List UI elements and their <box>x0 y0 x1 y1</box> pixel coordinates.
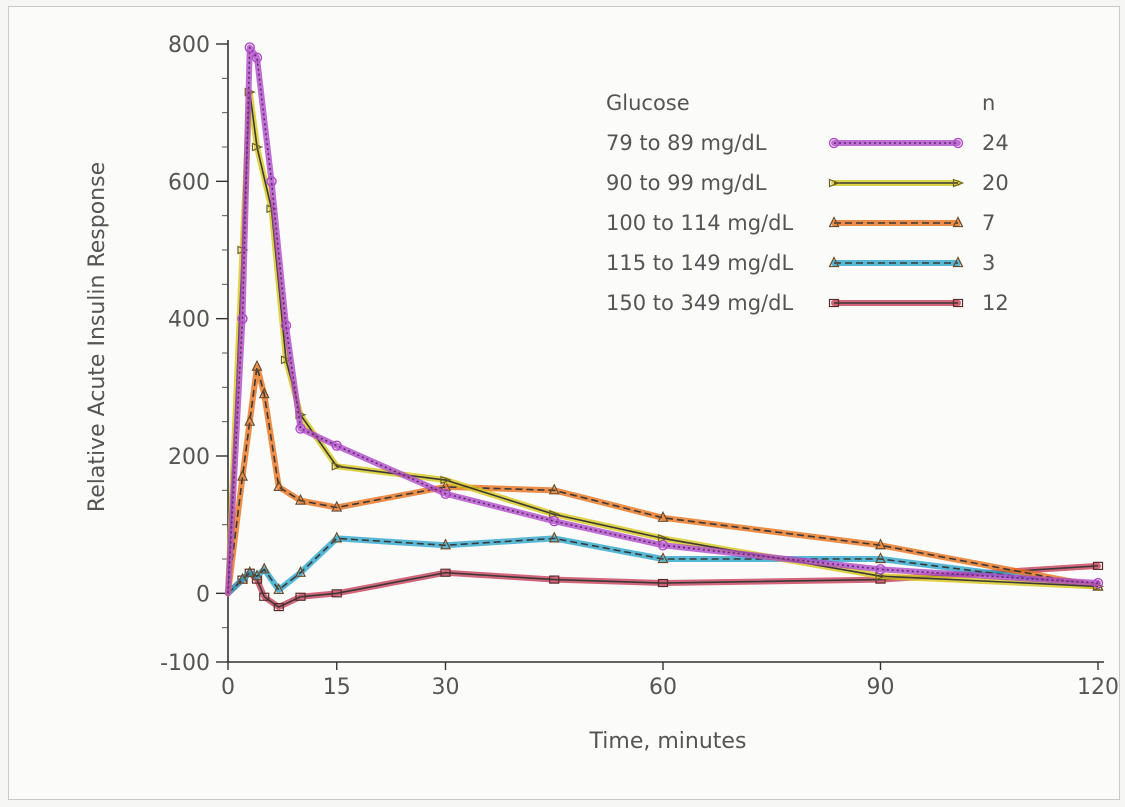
data-point <box>244 42 255 53</box>
legend-marker <box>828 298 840 308</box>
data-point <box>237 572 248 584</box>
data-point <box>295 565 306 577</box>
y-tick-label: 800 <box>168 33 210 58</box>
legend-marker <box>828 256 840 268</box>
data-point <box>251 569 263 581</box>
x-tick-label: 0 <box>221 675 235 700</box>
y-tick-label: 200 <box>168 445 210 470</box>
legend-label: 90 to 99 mg/dL <box>606 171 767 195</box>
legend-marker <box>952 178 965 188</box>
data-point <box>295 493 306 505</box>
legend-title: Glucose <box>606 91 690 115</box>
legend-label: 115 to 149 mg/dL <box>606 251 793 275</box>
data-point <box>244 565 256 577</box>
legend-n-value: 20 <box>982 171 1009 195</box>
legend: Glucose n 79 to 89 mg/dL 24 90 to 99 mg/dL 20… <box>606 91 1009 315</box>
data-point <box>440 538 451 550</box>
data-point <box>258 387 270 399</box>
legend-marker <box>952 298 964 308</box>
ticks: 800 600 400 200 0 -100 0 15 30 60 90 120 <box>160 33 1119 700</box>
legend-n-value: 7 <box>982 211 995 235</box>
series-4 <box>225 531 1104 597</box>
data-point <box>440 488 451 499</box>
series-line-pattern <box>227 537 1099 594</box>
y-tick-label: 400 <box>168 308 210 333</box>
data-point <box>657 510 669 522</box>
data-point <box>273 602 284 612</box>
legend-label: 100 to 114 mg/dL <box>606 211 793 235</box>
y-tick-label: -100 <box>160 651 210 676</box>
data-point <box>251 142 264 152</box>
legend-marker <box>952 256 964 268</box>
data-point <box>657 578 669 588</box>
data-point <box>331 531 343 543</box>
data-point <box>251 52 263 63</box>
legend-n-value: 3 <box>982 251 995 275</box>
series-line-pattern <box>227 365 1099 594</box>
y-tick-label: 0 <box>196 582 210 607</box>
data-point <box>657 540 669 551</box>
data-point <box>331 589 342 598</box>
series-layer <box>225 42 1105 612</box>
y-axis-title: Relative Acute Insulin Response <box>85 162 110 512</box>
data-point <box>440 480 451 491</box>
x-tick-label: 30 <box>432 675 460 700</box>
legend-label: 150 to 349 mg/dL <box>606 291 793 315</box>
data-point <box>237 313 248 324</box>
legend-marker <box>952 137 964 149</box>
x-axis-title: Time, minutes <box>589 729 747 754</box>
x-tick-label: 90 <box>867 675 895 700</box>
data-point <box>1092 561 1104 570</box>
legend-n-value: 12 <box>982 291 1009 315</box>
data-point <box>244 414 256 426</box>
legend-n-value: 24 <box>982 131 1009 155</box>
legend-marker <box>828 216 840 228</box>
x-tick-label: 120 <box>1077 675 1119 700</box>
chart-frame <box>8 6 1120 800</box>
data-point <box>548 483 560 495</box>
data-point <box>273 480 285 491</box>
legend-marker <box>952 216 964 228</box>
data-point <box>237 469 248 481</box>
data-point <box>251 359 263 371</box>
legend-marker <box>828 178 841 188</box>
x-tick-label: 15 <box>323 675 351 700</box>
legend-n-header: n <box>982 91 995 115</box>
data-point <box>440 568 451 577</box>
data-point <box>875 538 886 550</box>
data-point <box>331 500 343 512</box>
data-point <box>295 592 306 601</box>
data-point <box>875 552 886 564</box>
y-tick-label: 600 <box>168 170 210 195</box>
data-point <box>657 552 669 564</box>
series-1 <box>225 42 1104 597</box>
data-point <box>548 531 560 543</box>
data-point <box>1092 577 1104 589</box>
legend-marker <box>828 137 840 149</box>
data-point <box>331 461 343 471</box>
data-point <box>440 475 452 485</box>
data-point <box>259 592 270 601</box>
data-point <box>266 176 277 187</box>
data-point <box>273 583 285 595</box>
data-point <box>331 440 342 451</box>
data-point <box>280 320 292 331</box>
data-point <box>549 575 560 584</box>
data-point <box>875 564 886 575</box>
legend-label: 79 to 89 mg/dL <box>606 131 767 155</box>
data-point <box>280 355 293 365</box>
data-point <box>549 516 560 527</box>
data-point <box>258 562 270 574</box>
data-point <box>295 423 306 434</box>
series-line-pattern <box>227 46 1099 594</box>
x-tick-label: 60 <box>649 675 677 700</box>
